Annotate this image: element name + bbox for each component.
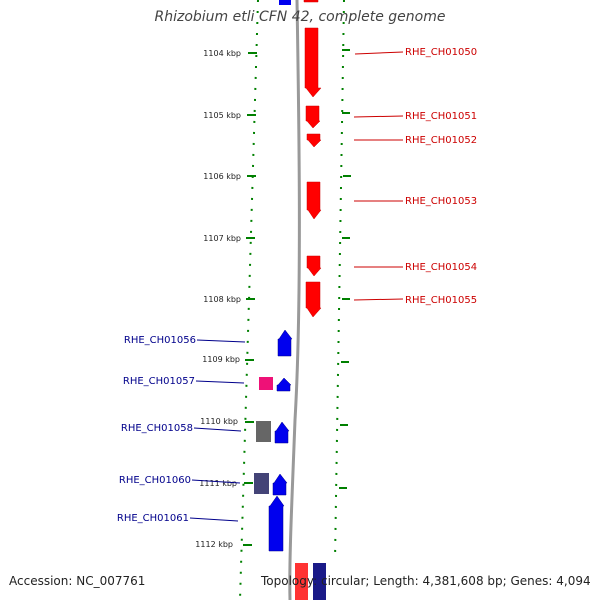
tick-label-1106: 1106 kbp [203,172,241,181]
gene-arrow-top-partial-blue[interactable] [279,0,291,5]
gene-arrow-rhe-ch01051[interactable] [305,105,321,129]
leader-line-rhe-ch01050 [354,51,404,55]
leader-line-rhe-ch01060 [191,479,241,484]
genome-stats-text: Topology: circular; Length: 4,381,608 bp… [261,574,591,588]
gene-arrow-rhe-ch01054[interactable] [306,255,322,277]
tick-label-1107: 1107 kbp [203,234,241,243]
gene-label-rhe-ch01056[interactable]: RHE_CH01056 [124,335,196,346]
gene-arrow-rhe-ch01055[interactable] [305,281,322,318]
gene-label-rhe-ch01054[interactable]: RHE_CH01054 [405,262,477,273]
leader-line-rhe-ch01058 [193,427,242,432]
right-dotted-guide [334,0,345,561]
accession-text: Accession: NC_007761 [9,574,146,588]
gene-arrow-rhe-ch01053[interactable] [306,181,322,220]
tick-label-1110: 1110 kbp [200,417,238,426]
gene-arrow-rhe-ch01052[interactable] [306,133,322,148]
gene-label-rhe-ch01055[interactable]: RHE_CH01055 [405,295,477,306]
gene-label-rhe-ch01060[interactable]: RHE_CH01060 [119,475,191,486]
map-title: Rhizobium etli CFN 42, complete genome [154,9,446,25]
gene-arrow-rhe-ch01061[interactable] [268,495,285,552]
leader-line-rhe-ch01056 [196,339,246,343]
tick-label-1108: 1108 kbp [203,295,241,304]
tick-label-1111: 1111 kbp [199,479,237,488]
gene-label-rhe-ch01051[interactable]: RHE_CH01051 [405,111,477,122]
tick-label-1109: 1109 kbp [202,355,240,364]
leader-line-rhe-ch01055 [353,298,404,301]
gene-arrow-bottom-red[interactable] [295,563,308,600]
gene-arrow-rhe-ch01058[interactable] [274,421,290,444]
leader-line-rhe-ch01061 [189,517,239,522]
gene-label-rhe-ch01058[interactable]: RHE_CH01058 [121,423,193,434]
tick-label-1104: 1104 kbp [203,49,241,58]
gene-label-rhe-ch01057[interactable]: RHE_CH01057 [123,376,195,387]
gene-label-rhe-ch01053[interactable]: RHE_CH01053 [405,196,477,207]
tick-label-1112: 1112 kbp [195,540,233,549]
feature-block-slate[interactable] [254,473,269,494]
genome-backbone [288,0,301,600]
feature-block-pink[interactable] [259,377,273,390]
gene-arrow-rhe-ch01060[interactable] [272,473,288,496]
gene-arrow-rhe-ch01050[interactable] [304,27,322,98]
gene-arrow-top-partial[interactable] [303,0,319,3]
leader-line-rhe-ch01057 [195,380,245,384]
feature-block-gray[interactable] [256,421,271,442]
scale-ticks [243,52,257,546]
leader-line-rhe-ch01051 [353,115,404,118]
tick-label-1105: 1105 kbp [203,111,241,120]
gene-arrow-bottom-navy[interactable] [313,563,326,600]
gene-label-rhe-ch01061[interactable]: RHE_CH01061 [117,513,189,524]
gene-arrow-rhe-ch01057[interactable] [276,377,292,392]
gene-arrow-rhe-ch01056[interactable] [277,329,293,357]
scale-ticks-right [339,49,351,489]
gene-label-rhe-ch01050[interactable]: RHE_CH01050 [405,47,477,58]
gene-label-rhe-ch01052[interactable]: RHE_CH01052 [405,135,477,146]
left-dotted-guide [239,0,259,600]
